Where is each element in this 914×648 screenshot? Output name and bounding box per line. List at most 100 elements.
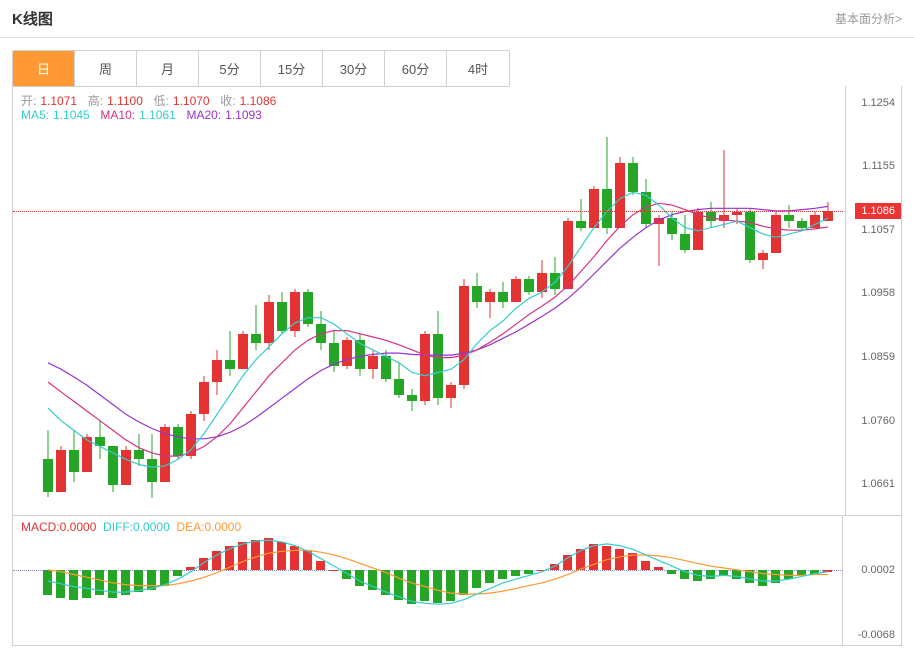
- y-tick: -0.0068: [858, 629, 895, 641]
- tab-60分[interactable]: 60分: [385, 51, 447, 86]
- macd-bar: [407, 570, 416, 604]
- candle: [82, 437, 92, 472]
- candle: [186, 414, 196, 456]
- ma20-label: MA20:: [186, 108, 221, 122]
- close-value: 1.1086: [240, 94, 277, 108]
- ma5-value: 1.1045: [53, 108, 90, 122]
- dea-label: DEA:: [176, 520, 204, 534]
- macd-bar: [563, 555, 572, 570]
- candle: [641, 192, 651, 224]
- candle: [511, 279, 521, 302]
- candle: [615, 163, 625, 227]
- macd-bar: [459, 570, 468, 595]
- tab-4时[interactable]: 4时: [447, 51, 509, 86]
- macd-bar: [251, 540, 260, 570]
- macd-bar: [511, 570, 520, 577]
- candle: [498, 292, 508, 302]
- macd-bar: [446, 570, 455, 602]
- macd-bar: [355, 570, 364, 586]
- candle: [537, 273, 547, 292]
- candle: [524, 279, 534, 292]
- macd-plot: [13, 516, 843, 646]
- diff-label: DIFF:: [103, 520, 133, 534]
- macd-bar: [225, 546, 234, 570]
- macd-bar: [433, 570, 442, 603]
- macd-bar: [667, 570, 676, 574]
- candle: [667, 218, 677, 234]
- last-price-line: [13, 211, 843, 212]
- open-label: 开:: [21, 94, 36, 108]
- macd-bar: [485, 570, 494, 583]
- macd-bar: [550, 564, 559, 570]
- close-label: 收:: [220, 94, 235, 108]
- candle: [121, 450, 131, 485]
- macd-bar: [745, 570, 754, 583]
- main-chart[interactable]: 开:1.1071 高:1.1100 低:1.1070 收:1.1086 MA5:…: [12, 86, 902, 516]
- candle: [368, 356, 378, 369]
- main-y-axis: 1.06611.07601.08591.09581.10571.11551.12…: [845, 86, 901, 516]
- candle: [823, 211, 833, 221]
- macd-bar: [810, 570, 819, 574]
- macd-bar: [394, 570, 403, 600]
- candle: [134, 450, 144, 460]
- macd-bar: [108, 570, 117, 598]
- y-tick: 1.0958: [861, 287, 895, 299]
- candle: [264, 302, 274, 344]
- macd-bar: [160, 570, 169, 586]
- candle: [745, 212, 755, 260]
- macd-value: 0.0000: [60, 520, 97, 534]
- candle: [628, 163, 638, 192]
- candle: [251, 334, 261, 344]
- candle: [433, 334, 443, 398]
- candle: [95, 437, 105, 447]
- candle: [407, 395, 417, 401]
- macd-bar: [147, 570, 156, 590]
- candle: [225, 360, 235, 370]
- candle: [238, 334, 248, 369]
- tab-月[interactable]: 月: [137, 51, 199, 86]
- macd-chart[interactable]: MACD:0.0000 DIFF:0.0000 DEA:0.0000 0.000…: [12, 516, 902, 646]
- candle: [108, 446, 118, 485]
- tab-30分[interactable]: 30分: [323, 51, 385, 86]
- ma20-value: 1.1093: [225, 108, 262, 122]
- candlestick-plot: [13, 86, 843, 516]
- macd-bar: [316, 561, 325, 570]
- macd-bar: [56, 570, 65, 598]
- candle: [810, 215, 820, 228]
- macd-bar: [134, 570, 143, 592]
- candle: [771, 215, 781, 254]
- candle: [355, 340, 365, 369]
- macd-bar: [537, 570, 546, 571]
- candle: [459, 286, 469, 386]
- macd-bar: [199, 558, 208, 570]
- tab-周[interactable]: 周: [75, 51, 137, 86]
- macd-bar: [719, 570, 728, 577]
- candle: [56, 450, 66, 492]
- macd-bar: [628, 553, 637, 570]
- macd-bar: [654, 567, 663, 570]
- candle: [446, 385, 456, 398]
- tab-5分[interactable]: 5分: [199, 51, 261, 86]
- candle: [342, 340, 352, 366]
- macd-bar: [615, 549, 624, 570]
- macd-bar: [797, 570, 806, 577]
- y-tick: 1.0859: [861, 351, 895, 363]
- candle: [576, 221, 586, 227]
- ma10-label: MA10:: [100, 108, 135, 122]
- page-title: K线图: [12, 8, 53, 29]
- macd-bar: [43, 570, 52, 595]
- tab-15分[interactable]: 15分: [261, 51, 323, 86]
- ohlc-info: 开:1.1071 高:1.1100 低:1.1070 收:1.1086: [21, 92, 280, 109]
- macd-bar: [602, 546, 611, 570]
- macd-info: MACD:0.0000 DIFF:0.0000 DEA:0.0000: [21, 520, 241, 534]
- candle: [160, 427, 170, 482]
- candle: [381, 356, 391, 379]
- candle: [797, 221, 807, 227]
- y-tick: 1.0760: [861, 415, 895, 427]
- candle: [680, 234, 690, 250]
- tab-日[interactable]: 日: [13, 51, 75, 86]
- macd-bar: [121, 570, 130, 595]
- macd-bar: [368, 570, 377, 590]
- analysis-link[interactable]: 基本面分析>: [835, 10, 902, 27]
- candle: [784, 215, 794, 221]
